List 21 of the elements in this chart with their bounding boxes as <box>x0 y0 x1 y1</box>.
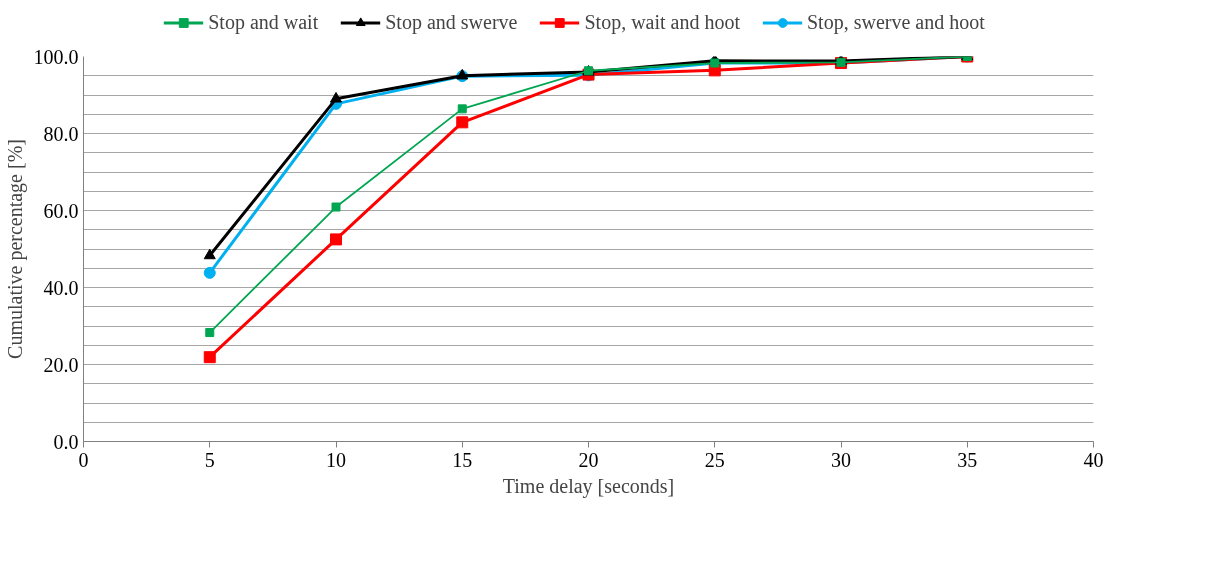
x-tick-label: 25 <box>704 448 725 471</box>
x-tick-label: 20 <box>578 448 599 471</box>
x-tick-label: 10 <box>326 448 346 471</box>
x-tick-label: 35 <box>957 448 978 471</box>
y-tick-label: 80.0 <box>43 122 79 145</box>
x-axis-title: Time delay [seconds] <box>502 474 675 498</box>
legend-label: Stop and wait <box>208 10 319 34</box>
y-tick-label: 40.0 <box>43 276 79 299</box>
legend-label: Stop and swerve <box>385 10 518 34</box>
x-tick-label: 0 <box>78 448 89 471</box>
x-tick-label: 40 <box>1083 448 1104 471</box>
x-tick-label: 15 <box>452 448 473 471</box>
y-tick-label: 0.0 <box>53 430 79 453</box>
y-axis-title: Cumulative percentage [%] <box>3 139 27 359</box>
x-tick-label: 5 <box>204 448 215 471</box>
legend-label: Stop, wait and hoot <box>584 10 740 34</box>
y-tick-label: 100.0 <box>33 45 79 68</box>
y-tick-label: 60.0 <box>43 199 79 222</box>
y-tick-label: 20.0 <box>43 353 79 376</box>
legend-label: Stop, swerve and hoot <box>806 10 985 34</box>
x-tick-label: 30 <box>831 448 851 471</box>
